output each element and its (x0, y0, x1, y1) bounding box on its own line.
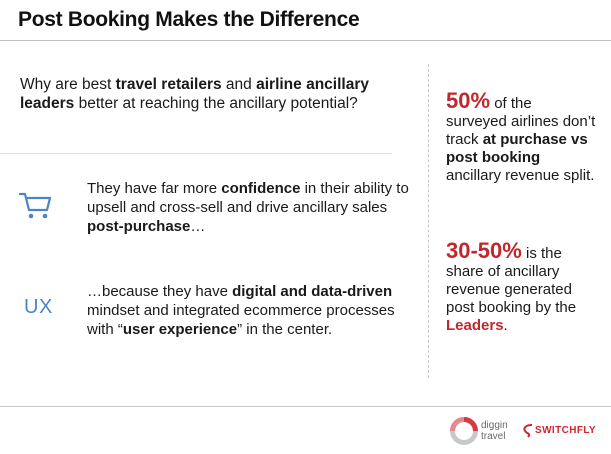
confidence-point: They have far more confidence in their a… (87, 179, 417, 236)
point-text-part: … (190, 218, 206, 235)
diggin-travel-logo: diggin travel (449, 416, 519, 446)
tracking-stat: 50% of the surveyed airlines don’t track… (446, 90, 596, 185)
question-text: Why are best travel retailers and airlin… (20, 75, 400, 113)
shopping-cart-icon (19, 192, 52, 219)
point-text-part: ” in the center. (237, 321, 333, 338)
switchfly-logo: SWITCHFLY (522, 423, 607, 441)
section-divider (0, 153, 392, 154)
leaders-highlight: Leaders (446, 317, 504, 334)
point-text-part: They have far more (87, 180, 222, 197)
stat-text-part: ancillary revenue split. (446, 167, 595, 184)
stat-value-50: 50% (446, 88, 491, 113)
stat-text-part: . (503, 317, 508, 334)
switchfly-logo-text: SWITCHFLY (535, 425, 597, 436)
point-emphasis-confidence: confidence (221, 180, 301, 197)
stat-text-part: of the surveyed airlines don’t track (446, 95, 596, 148)
ux-point: …because they have digital and data-driv… (87, 282, 417, 339)
question-text-part: and (221, 76, 257, 93)
stat-text-part: is the share of ancillary revenue genera… (446, 245, 577, 316)
point-text-part: mindset and integrated ecommerce process… (87, 302, 395, 338)
point-emphasis-post-purchase: post-purchase (87, 218, 191, 235)
point-emphasis-user-experience: user experience (122, 321, 238, 338)
diggin-logo-line2: travel (481, 431, 506, 442)
stat-emphasis-purchase-split: at purchase vs post booking (446, 131, 588, 166)
ux-icon: UX (24, 296, 53, 318)
column-divider (428, 64, 429, 378)
switchfly-mark-icon (523, 424, 533, 438)
footer-divider (0, 406, 611, 407)
question-text-part: better at reaching the ancillary potenti… (74, 95, 358, 112)
question-emphasis-travel-retailers: travel retailers (115, 76, 222, 93)
revenue-stat: 30-50% is the share of ancillary revenue… (446, 240, 596, 335)
point-text-part: in their ability to upsell and cross-sel… (87, 180, 409, 216)
point-text-part: …because they have (87, 283, 233, 300)
slide-title: Post Booking Makes the Difference (18, 8, 360, 31)
diggin-logo-text: diggin travel (481, 420, 508, 442)
stat-value-30-50: 30-50% (446, 238, 522, 263)
diggin-logo-line1: diggin (481, 420, 508, 431)
title-divider (0, 40, 611, 41)
question-emphasis-airline-leaders: airline ancillary leaders (20, 76, 369, 112)
diggin-ring-icon (450, 417, 478, 445)
point-emphasis-digital: digital and data-driven (232, 283, 393, 300)
question-text-part: Why are best (20, 76, 116, 93)
